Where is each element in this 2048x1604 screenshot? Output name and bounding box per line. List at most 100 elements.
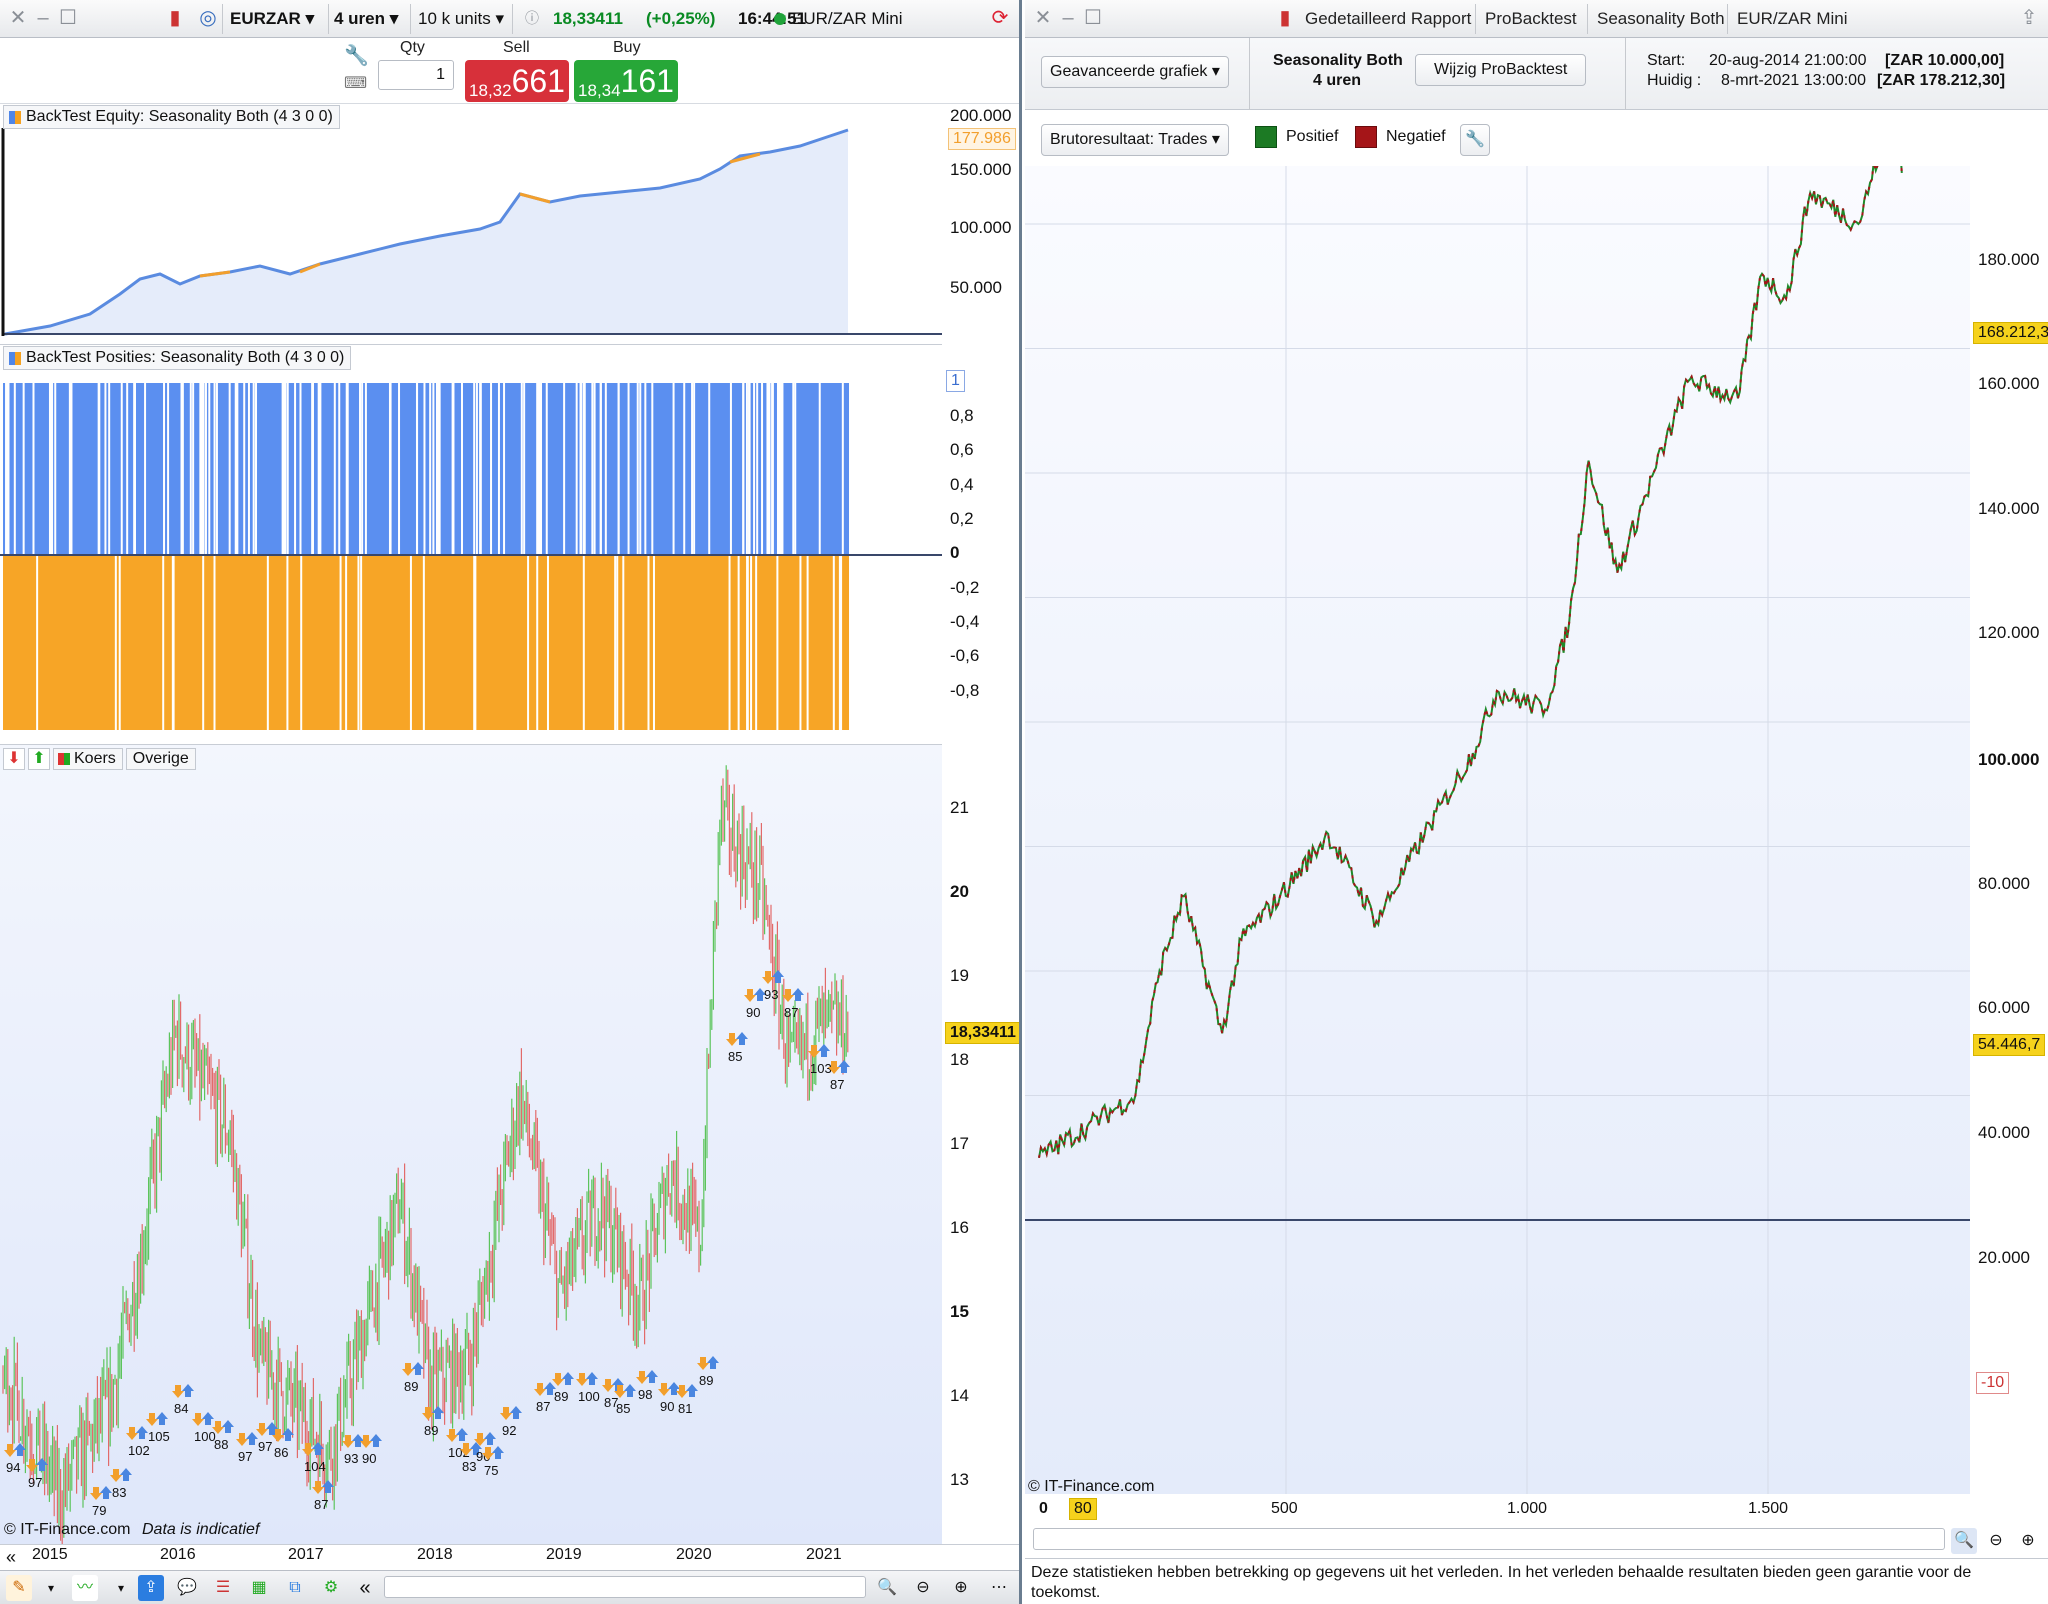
axis-tick: 0,2 <box>950 509 974 528</box>
tab-koers[interactable]: Koers <box>53 748 123 770</box>
candlestick-icon[interactable]: ▮ <box>1279 7 1291 29</box>
zoom-out-icon[interactable]: ⊖ <box>916 1579 930 1596</box>
result-type-select[interactable]: Brutoresultaat: Trades ▾ <box>1041 124 1229 156</box>
tab-detailed-report[interactable]: Gedetailleerd Rapport <box>1305 9 1472 28</box>
arrow-up-icon[interactable]: ⬆ <box>28 748 50 770</box>
maximize-icon[interactable]: ☐ <box>1084 7 1102 29</box>
negative-swatch[interactable] <box>1355 126 1377 148</box>
x-label: 2015 <box>32 1546 68 1563</box>
refresh-icon[interactable]: ⟳ <box>991 7 1009 29</box>
table-icon[interactable]: ▦ <box>251 1579 267 1596</box>
share-icon[interactable]: ⇪ <box>138 1575 164 1601</box>
tab-seasonality-both[interactable]: Seasonality Both <box>1597 9 1725 28</box>
positions-axis: 1 0,8 0,6 0,4 0,2 0 -0,2 -0,4 -0,6 -0,8 <box>942 344 1019 744</box>
zoom-in-icon[interactable]: ⊕ <box>954 1579 968 1596</box>
axis-tick: 80.000 <box>1978 874 2030 893</box>
indicator-icon[interactable]: 〰 <box>72 1575 98 1601</box>
scroll-left-icon[interactable]: « <box>6 1547 17 1567</box>
positions-panel-title[interactable]: BackTest Posities: Seasonality Both (4 3… <box>3 346 352 370</box>
sell-button[interactable]: 18,32661 <box>465 60 569 102</box>
strategy-timeframe: 4 uren <box>1313 72 1362 89</box>
result-mid-tag: 54.446,7 <box>1973 1034 2046 1056</box>
buy-arrow <box>562 1372 574 1385</box>
sell-arrow <box>697 1357 709 1370</box>
sell-arrow <box>90 1487 102 1500</box>
wrench-icon[interactable]: 🔧 <box>344 45 369 67</box>
link-icon[interactable]: ◎ <box>199 7 217 29</box>
sell-arrow <box>658 1383 670 1396</box>
x-current-tag: 80 <box>1069 1498 1097 1520</box>
axis-tick: 0,8 <box>950 406 974 425</box>
zoom-in-icon[interactable]: ⊕ <box>2021 1532 2035 1549</box>
now-value: [ZAR 178.212,30] <box>1877 72 2006 89</box>
tab-instrument[interactable]: EUR/ZAR Mini <box>1737 9 1848 28</box>
sell-arrow <box>302 1443 314 1456</box>
sell-arrow <box>312 1481 324 1494</box>
price-axis: 21 20 19 18 17 16 15 14 13 18,33411 <box>942 744 1019 1544</box>
buy-arrow <box>484 1432 496 1445</box>
minimize-icon[interactable]: – <box>37 7 49 29</box>
chevron-down-icon[interactable]: ▾ <box>47 1581 55 1595</box>
result-axis: 180.000 160.000 140.000 120.000 100.000 … <box>1970 166 2048 1494</box>
horizontal-scrollbar[interactable] <box>384 1576 866 1598</box>
modify-probacktest-button[interactable]: Wijzig ProBacktest <box>1415 54 1587 86</box>
horizontal-scrollbar[interactable] <box>1033 1528 1945 1550</box>
share-icon[interactable]: ⇪ <box>2020 7 2038 29</box>
minimize-icon[interactable]: – <box>1062 7 1074 29</box>
zoom-out-icon[interactable]: ⊖ <box>1989 1532 2003 1549</box>
buy-arrow <box>36 1458 48 1471</box>
wrench-icon[interactable]: 🔧 <box>1460 124 1490 156</box>
timeframe-select[interactable]: 4 uren ▾ <box>334 9 399 28</box>
trade-label: 86 <box>274 1445 288 1460</box>
price-panel-tabs: ⬇ ⬆ Koers Overige <box>3 748 196 770</box>
axis-tick: -0,6 <box>950 646 980 665</box>
buy-arrow <box>470 1442 482 1455</box>
trade-label: 87 <box>314 1497 328 1512</box>
close-icon[interactable]: ✕ <box>9 7 27 29</box>
units-select[interactable]: 10 k units ▾ <box>418 9 505 28</box>
list-icon[interactable]: ☰ <box>215 1579 231 1596</box>
comment-icon[interactable]: 💬 <box>177 1579 197 1596</box>
trade-label: 85 <box>728 1049 742 1064</box>
info-icon[interactable]: ⓘ <box>525 10 539 26</box>
sell-arrow <box>676 1385 688 1398</box>
zoom-fit-icon[interactable]: 🔍 <box>1951 1528 1977 1554</box>
qty-input[interactable]: 1 <box>378 60 454 90</box>
buy-arrow <box>707 1356 719 1369</box>
tab-overige[interactable]: Overige <box>125 748 196 770</box>
zoom-fit-icon[interactable]: 🔍 <box>877 1579 897 1596</box>
x-label: 2018 <box>417 1546 453 1563</box>
start-date: 20-aug-2014 21:00:00 <box>1709 52 1867 69</box>
axis-tick: 14 <box>950 1386 969 1405</box>
positive-swatch[interactable] <box>1255 126 1277 148</box>
trade-label: 83 <box>112 1485 126 1500</box>
drawing-tool-icon[interactable]: ✎ <box>6 1575 32 1601</box>
trade-label: 89 <box>424 1423 438 1438</box>
trade-label: 87 <box>830 1077 844 1092</box>
trade-label: 90 <box>660 1399 674 1414</box>
trade-label: 93 <box>344 1451 358 1466</box>
buy-arrow <box>222 1420 234 1433</box>
chevron-down-icon[interactable]: ▾ <box>117 1581 125 1595</box>
trade-label: 100 <box>194 1429 216 1444</box>
layout-icon[interactable]: ⧉ <box>289 1579 301 1596</box>
arrow-down-icon[interactable]: ⬇ <box>3 748 25 770</box>
scroll-left-icon[interactable]: « <box>359 1577 371 1599</box>
price-candles <box>2 765 849 1545</box>
close-icon[interactable]: ✕ <box>1034 7 1052 29</box>
trade-label: 87 <box>604 1395 618 1410</box>
backtest-icon[interactable]: ⚙ <box>323 1579 339 1596</box>
equity-panel-title[interactable]: BackTest Equity: Seasonality Both (4 3 0… <box>3 105 340 129</box>
keyboard-icon[interactable]: ⌨ <box>344 75 368 92</box>
chart-type-select[interactable]: Geavanceerde grafiek ▾ <box>1041 56 1229 88</box>
more-icon[interactable]: ⋯ <box>991 1579 1007 1596</box>
sell-label: Sell <box>503 39 530 56</box>
x-label: 500 <box>1271 1500 1298 1517</box>
axis-tick: 21 <box>950 798 969 817</box>
buy-arrow <box>646 1370 658 1383</box>
symbol-select[interactable]: EURZAR ▾ <box>230 9 315 28</box>
candlestick-icon[interactable]: ▮ <box>169 7 181 29</box>
maximize-icon[interactable]: ☐ <box>59 7 77 29</box>
buy-button[interactable]: 18,34161 <box>574 60 678 102</box>
tab-probacktest[interactable]: ProBacktest <box>1485 9 1577 28</box>
